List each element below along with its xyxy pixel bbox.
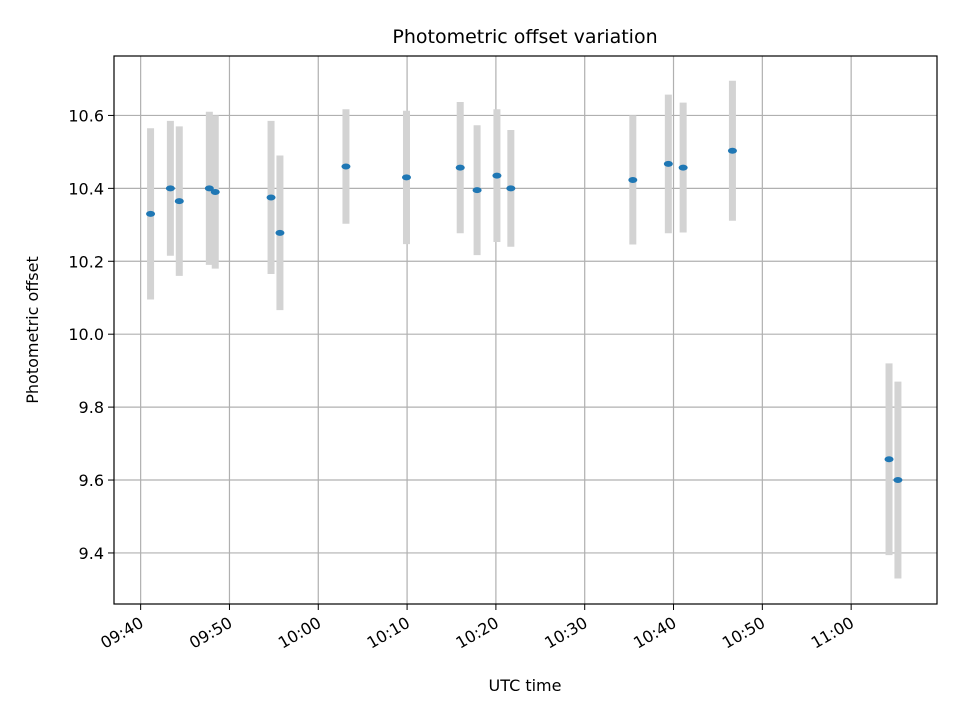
- data-point: [210, 188, 220, 195]
- data-point: [401, 174, 411, 181]
- x-tick-label: 10:50: [719, 613, 768, 653]
- data-point: [678, 164, 688, 171]
- x-tick-label: 09:40: [97, 613, 146, 653]
- y-tick-label: 9.8: [79, 398, 104, 417]
- chart-title: Photometric offset variation: [392, 26, 657, 48]
- x-tick-label: 10:10: [364, 613, 413, 653]
- x-tick-label: 10:00: [275, 613, 324, 653]
- data-point: [893, 477, 903, 484]
- data-point: [472, 187, 482, 194]
- x-tick-label: 10:30: [541, 613, 590, 653]
- data-point: [628, 176, 638, 183]
- plot-frame: [113, 55, 938, 605]
- data-point: [341, 163, 351, 170]
- x-tick-label: 09:50: [186, 613, 235, 653]
- x-tick-label: 11:00: [808, 613, 857, 653]
- data-point: [884, 456, 894, 463]
- data-point: [492, 172, 502, 179]
- x-axis-label: UTC time: [489, 676, 562, 695]
- x-tick-label: 10:20: [452, 613, 501, 653]
- y-axis-ticks: 9.4 9.6 9.8 10.0 10.2 10.4 10.6: [68, 106, 114, 563]
- data-point: [455, 164, 465, 171]
- y-tick-label: 10.4: [68, 179, 104, 198]
- data-point: [266, 194, 276, 201]
- y-tick-label: 9.4: [79, 544, 104, 563]
- x-tick-label: 10:40: [630, 613, 679, 653]
- data-point: [146, 210, 156, 217]
- data-point: [506, 185, 516, 192]
- y-tick-label: 10.2: [68, 252, 104, 271]
- y-tick-label: 9.6: [79, 471, 104, 490]
- grid-lines: [114, 56, 937, 604]
- error-bars: [147, 80, 902, 579]
- data-point: [204, 185, 214, 192]
- data-point: [275, 229, 285, 236]
- y-tick-label: 10.6: [68, 106, 104, 125]
- x-axis-ticks: 09:40 09:50 10:00 10:10 10:20 10:30 10:40 10:50…: [97, 604, 857, 653]
- y-axis-label: Photometric offset: [23, 256, 42, 404]
- data-points: [146, 147, 903, 484]
- y-tick-label: 10.0: [68, 325, 104, 344]
- data-point: [165, 185, 175, 192]
- data-point: [663, 160, 673, 167]
- data-point: [174, 198, 184, 205]
- data-point: [727, 147, 737, 154]
